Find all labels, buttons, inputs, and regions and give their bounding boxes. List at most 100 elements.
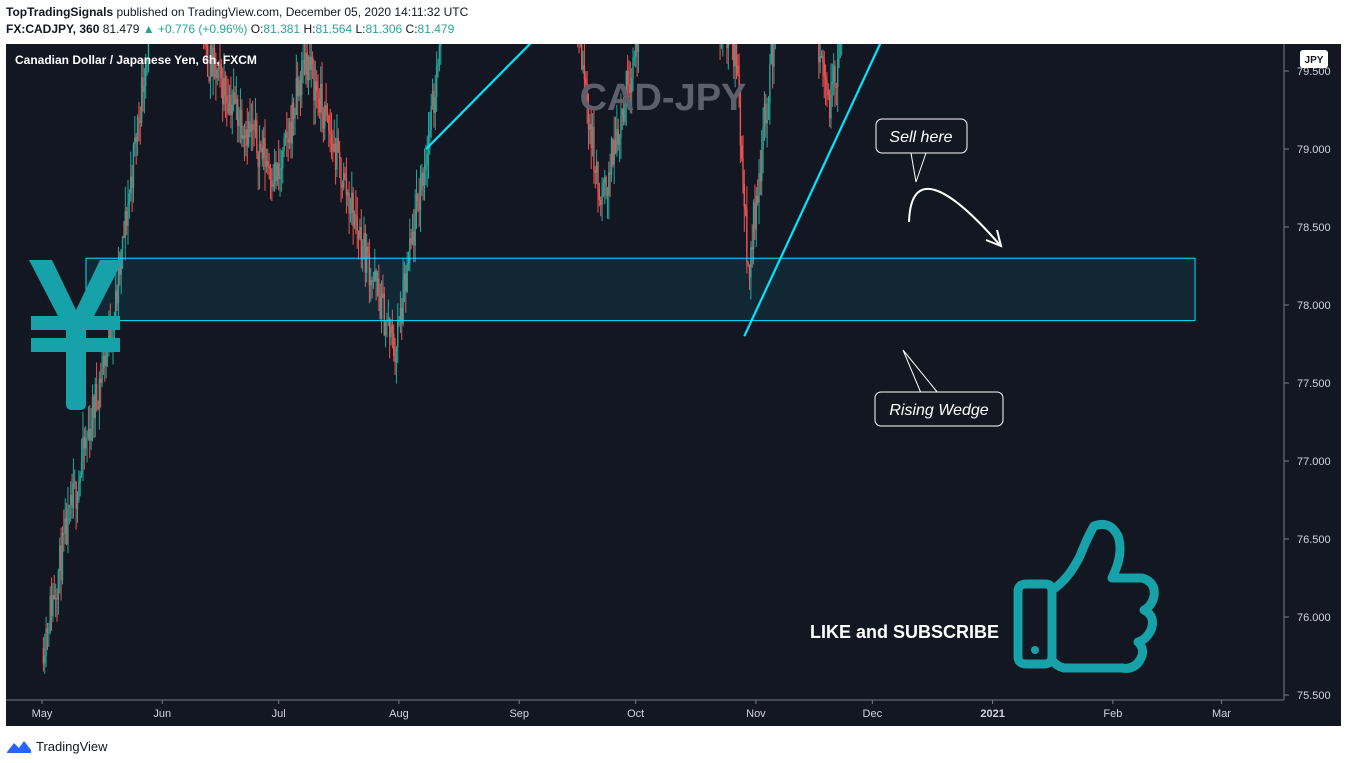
candle — [610, 136, 613, 182]
x-tick-label: Nov — [746, 708, 766, 720]
tradingview-logo-icon[interactable] — [6, 738, 32, 754]
candle — [355, 190, 357, 235]
candle — [329, 108, 331, 153]
candle — [403, 261, 406, 303]
candle — [216, 67, 218, 86]
candle — [604, 169, 606, 205]
candle — [89, 405, 91, 458]
time-axis[interactable]: May Jun Jul Aug Sep Oct Nov Dec 2021 Feb Mar — [6, 699, 1284, 726]
candle — [284, 129, 287, 146]
candle — [609, 153, 611, 198]
currency-badge[interactable] — [1300, 50, 1328, 68]
candle — [380, 280, 383, 334]
change-value: ▲ +0.776 (+0.96%) — [142, 22, 248, 36]
annotations-layer: Canadian Dollar / Japanese Yen, 6h, FXCM… — [15, 53, 1159, 673]
candle — [774, 44, 776, 50]
candle — [382, 274, 384, 299]
author-name[interactable]: TopTradingSignals — [6, 5, 114, 19]
candle — [54, 583, 57, 618]
candle — [246, 107, 248, 165]
candle — [276, 162, 279, 186]
y-tick-label: 78.000 — [1297, 300, 1331, 312]
candle — [139, 106, 141, 145]
candle — [637, 44, 640, 73]
tradingview-brand[interactable]: TradingView — [36, 738, 108, 754]
candle — [636, 44, 638, 77]
y-tick-label: 79.000 — [1297, 144, 1331, 156]
candle — [69, 481, 72, 522]
candle — [733, 44, 735, 80]
thumbs-up-icon — [1013, 519, 1159, 673]
candle — [68, 504, 71, 525]
candle — [766, 97, 768, 148]
candle — [363, 216, 365, 260]
candle — [258, 125, 261, 190]
candle — [146, 57, 148, 76]
candle — [252, 100, 254, 151]
low-label: L: — [355, 22, 366, 36]
publish-line: TopTradingSignals published on TradingVi… — [6, 4, 468, 21]
candle — [839, 44, 842, 59]
like-subscribe-label: LIKE and SUBSCRIBE — [810, 622, 999, 642]
candle — [720, 44, 722, 49]
last-price: 81.479 — [102, 22, 140, 36]
candle — [761, 130, 763, 196]
candle — [602, 177, 605, 198]
candle — [731, 44, 733, 61]
trendline-lower[interactable] — [743, 44, 1074, 337]
candle — [621, 108, 623, 131]
trendline-upper[interactable] — [425, 44, 965, 150]
candle — [419, 165, 422, 232]
candle — [384, 321, 387, 348]
candle — [206, 44, 209, 77]
candle — [616, 104, 618, 157]
candle — [227, 78, 229, 116]
candle — [401, 297, 403, 340]
candle — [128, 189, 131, 219]
candle — [265, 148, 268, 173]
chart-header: TopTradingSignals published on TradingVi… — [6, 4, 468, 38]
candle — [579, 44, 581, 48]
candle — [628, 60, 630, 104]
candle — [324, 101, 326, 141]
candle — [410, 228, 412, 250]
candle — [71, 473, 73, 519]
candle — [262, 127, 265, 171]
high-label: H: — [303, 22, 316, 36]
candle — [90, 408, 92, 450]
candle — [213, 44, 216, 80]
candle — [334, 137, 337, 185]
candle — [750, 241, 752, 300]
candle — [261, 129, 263, 167]
candle — [84, 425, 87, 456]
candle — [345, 157, 348, 214]
candle — [209, 44, 212, 99]
candle — [224, 71, 227, 118]
yen-icon — [29, 260, 123, 410]
sell-here-callout[interactable] — [875, 118, 968, 183]
candle — [123, 221, 125, 239]
candle — [375, 268, 377, 301]
rising-wedge-callout[interactable] — [874, 349, 1004, 427]
support-zone[interactable] — [85, 257, 1196, 322]
price-chart[interactable]: Canadian Dollar / Japanese Yen, 6h, FXCM… — [6, 44, 1341, 726]
candle — [399, 291, 402, 334]
candle — [238, 107, 240, 143]
candle — [143, 68, 146, 114]
candle — [134, 116, 136, 157]
candle — [79, 471, 81, 497]
candle — [204, 44, 206, 50]
candle — [253, 119, 255, 147]
candle — [828, 89, 831, 128]
candle — [822, 49, 824, 87]
candle — [633, 50, 636, 67]
candle — [282, 146, 284, 184]
candle — [226, 75, 228, 127]
currency-label: JPY — [1305, 55, 1324, 66]
candle — [608, 161, 610, 220]
projection-arrow — [908, 187, 1003, 248]
candle — [383, 286, 385, 337]
candle — [834, 60, 836, 107]
price-axis[interactable]: 75.500 76.000 76.500 77.000 77.500 78.000 78.5… — [1283, 44, 1341, 726]
candle — [271, 168, 273, 201]
